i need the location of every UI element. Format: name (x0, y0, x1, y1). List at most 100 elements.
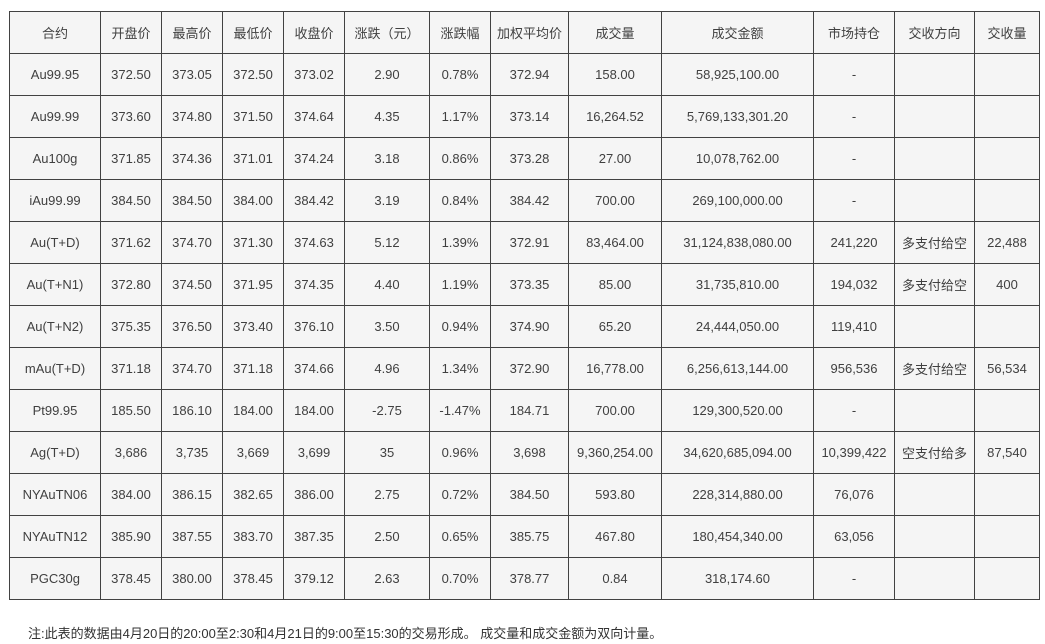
column-header: 合约 (9, 11, 101, 54)
table-cell: 180,454,340.00 (661, 515, 814, 558)
table-cell: 3.50 (344, 305, 430, 348)
table-cell: 31,735,810.00 (661, 263, 814, 306)
table-row: iAu99.99 384.50 384.50 384.00 384.42 3.19 0.84… (9, 179, 1040, 222)
table-cell: 多支付给空 (894, 263, 975, 306)
table-cell: 158.00 (568, 53, 662, 96)
table-cell: 16,778.00 (568, 347, 662, 390)
contract-cell: NYAuTN12 (9, 515, 101, 558)
table-cell: 400 (974, 263, 1040, 306)
table-cell: 372.50 (222, 53, 284, 96)
table-cell: 58,925,100.00 (661, 53, 814, 96)
table-cell: 374.80 (161, 95, 223, 138)
table-cell: 700.00 (568, 179, 662, 222)
contract-cell: Au100g (9, 137, 101, 180)
table-cell: 384.00 (100, 473, 162, 516)
table-cell: 374.36 (161, 137, 223, 180)
contract-cell: Pt99.95 (9, 389, 101, 432)
table-cell: 241,220 (813, 221, 895, 264)
table-cell: 371.01 (222, 137, 284, 180)
table-cell: 384.50 (100, 179, 162, 222)
table-cell: 374.66 (283, 347, 345, 390)
table-row: NYAuTN12 385.90 387.55 383.70 387.35 2.50 0.65… (9, 515, 1040, 558)
table-row: Au(T+D) 371.62 374.70 371.30 374.63 5.12 1.39%… (9, 221, 1040, 264)
table-cell: 83,464.00 (568, 221, 662, 264)
table-cell: 9,360,254.00 (568, 431, 662, 474)
column-header: 开盘价 (100, 11, 162, 54)
table-cell: 384.00 (222, 179, 284, 222)
table-cell: 3,698 (490, 431, 569, 474)
table-cell (974, 389, 1040, 432)
table-cell: 5,769,133,301.20 (661, 95, 814, 138)
table-row: Pt99.95 185.50 186.10 184.00 184.00 -2.75 -1.4… (9, 389, 1040, 432)
table-cell: 373.02 (283, 53, 345, 96)
table-cell: 375.35 (100, 305, 162, 348)
table-cell (894, 557, 975, 600)
table-cell: 空支付给多 (894, 431, 975, 474)
table-cell: 0.86% (429, 137, 491, 180)
table-cell: 318,174.60 (661, 557, 814, 600)
table-cell (974, 557, 1040, 600)
column-header: 成交量 (568, 11, 662, 54)
table-cell: 382.65 (222, 473, 284, 516)
footer-note: 注:此表的数据由4月20日的20:00至2:30和4月21日的9:00至15:3… (28, 626, 663, 641)
table-cell: 373.35 (490, 263, 569, 306)
table-cell: 374.50 (161, 263, 223, 306)
table-cell (894, 389, 975, 432)
table-cell: 372.80 (100, 263, 162, 306)
table-cell: 2.90 (344, 53, 430, 96)
table-cell: 1.17% (429, 95, 491, 138)
contract-cell: mAu(T+D) (9, 347, 101, 390)
table-cell: 374.70 (161, 347, 223, 390)
table-cell: 3.19 (344, 179, 430, 222)
table-cell: 374.24 (283, 137, 345, 180)
table-cell: 374.63 (283, 221, 345, 264)
table-body: Au99.95 372.50 373.05 372.50 373.02 2.90 0.78%… (9, 53, 1040, 600)
table-cell: - (813, 137, 895, 180)
table-cell: 383.70 (222, 515, 284, 558)
table-cell: 多支付给空 (894, 347, 975, 390)
table-row: Au99.95 372.50 373.05 372.50 373.02 2.90 0.78%… (9, 53, 1040, 96)
table-cell: 16,264.52 (568, 95, 662, 138)
table-cell: 3.18 (344, 137, 430, 180)
table-cell: 0.78% (429, 53, 491, 96)
table-cell: 3,699 (283, 431, 345, 474)
table-cell: 0.70% (429, 557, 491, 600)
table-cell: 3,669 (222, 431, 284, 474)
table-cell: 65.20 (568, 305, 662, 348)
table-cell: 1.34% (429, 347, 491, 390)
table-cell: - (813, 53, 895, 96)
table-cell (894, 305, 975, 348)
table-cell: 378.77 (490, 557, 569, 600)
table-cell (974, 179, 1040, 222)
table-row: Ag(T+D) 3,686 3,735 3,669 3,699 35 0.96% 3,698 9… (9, 431, 1040, 474)
table-row: NYAuTN06 384.00 386.15 382.65 386.00 2.75 0.72… (9, 473, 1040, 516)
table-cell: 0.84% (429, 179, 491, 222)
table-cell: 4.35 (344, 95, 430, 138)
contract-cell: Au(T+N2) (9, 305, 101, 348)
table-cell: 3,686 (100, 431, 162, 474)
table-cell (894, 95, 975, 138)
contract-cell: Au(T+N1) (9, 263, 101, 306)
table-cell: 371.95 (222, 263, 284, 306)
table-cell: 372.90 (490, 347, 569, 390)
contract-cell: iAu99.99 (9, 179, 101, 222)
column-header: 成交金额 (661, 11, 814, 54)
table-cell: 384.42 (490, 179, 569, 222)
table-cell: 376.50 (161, 305, 223, 348)
table-cell: - (813, 389, 895, 432)
table-cell (894, 179, 975, 222)
table-cell: 269,100,000.00 (661, 179, 814, 222)
table-cell: 373.05 (161, 53, 223, 96)
table-cell: -2.75 (344, 389, 430, 432)
table-cell (974, 137, 1040, 180)
table-cell: 6,256,613,144.00 (661, 347, 814, 390)
table-cell: 63,056 (813, 515, 895, 558)
table-cell: 385.75 (490, 515, 569, 558)
table-cell: 384.42 (283, 179, 345, 222)
table-cell: - (813, 557, 895, 600)
table-cell: 467.80 (568, 515, 662, 558)
table-cell (894, 473, 975, 516)
contract-cell: PGC30g (9, 557, 101, 600)
table-cell: 3,735 (161, 431, 223, 474)
